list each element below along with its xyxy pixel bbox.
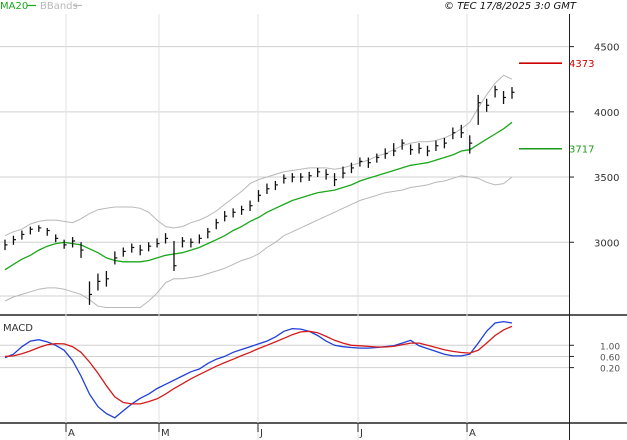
level-label-4373: 4373 <box>569 59 594 70</box>
copyright-timestamp: © TEC 17/8/2025 3:0 GMT <box>444 1 577 12</box>
level-label-3717: 3717 <box>569 145 594 156</box>
price-tick-label: 3000 <box>594 238 619 249</box>
macd-tick-label: 0.20 <box>600 365 620 375</box>
month-tick-label: J <box>259 428 263 439</box>
month-tick-label: A <box>68 428 75 439</box>
macd-lines <box>4 320 513 419</box>
price-bars <box>4 85 515 305</box>
price-tick-label: 4500 <box>594 43 619 54</box>
macd-panel-title: MACD <box>3 323 33 334</box>
month-tick-label: M <box>161 428 170 439</box>
month-tick-label: J <box>359 428 363 439</box>
legend-bbands-label: BBands <box>40 1 78 12</box>
macd-tick-label: 1.00 <box>600 342 620 352</box>
macd-axis-ticks: 1.000.60 0.20 <box>569 342 620 375</box>
legend: MA20 BBands <box>0 1 82 12</box>
bbands-upper-line <box>4 74 513 237</box>
price-axis-ticks: 4500 4000 3500 3000 <box>569 43 619 249</box>
ma20-line <box>4 121 513 271</box>
ma20-line-group <box>4 121 513 271</box>
macd-line <box>4 320 513 419</box>
macd-signal-line <box>4 325 513 405</box>
price-tick-label: 3500 <box>594 173 619 184</box>
macd-tick-label: 0.60 <box>600 353 620 363</box>
grid-layer <box>0 14 569 440</box>
price-tick-label: 4000 <box>594 108 619 119</box>
month-tick-label: A <box>469 428 476 439</box>
legend-ma20-label: MA20 <box>0 1 28 12</box>
price-levels: 4373 3717 <box>519 59 594 156</box>
